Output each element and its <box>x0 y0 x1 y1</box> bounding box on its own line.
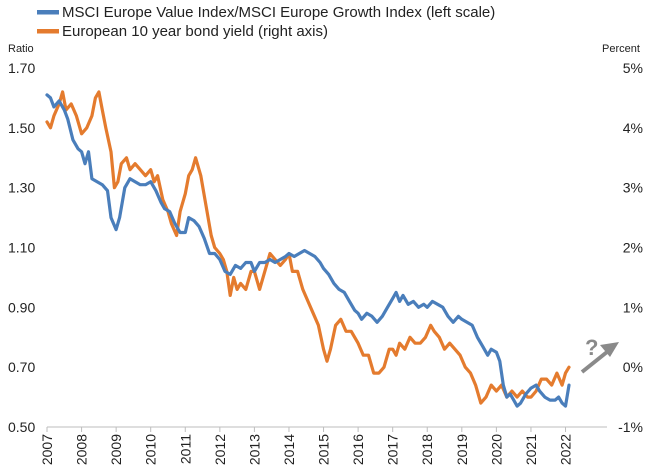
x-tick-label: 2010 <box>143 434 159 465</box>
right-tick-label: -1% <box>618 419 643 435</box>
trend-annotation: ? <box>580 335 619 374</box>
right-axis-unit-label: Percent <box>602 43 640 55</box>
series-line-value-growth <box>45 93 571 408</box>
x-tick-label: 2022 <box>558 434 574 465</box>
x-tick-label: 2019 <box>454 434 470 465</box>
x-tick-label: 2013 <box>246 434 262 465</box>
legend: MSCI Europe Value Index/MSCI Europe Grow… <box>37 4 495 40</box>
legend-item-value-growth: MSCI Europe Value Index/MSCI Europe Grow… <box>37 4 495 21</box>
x-tick-label: 2014 <box>281 434 297 465</box>
x-tick-label: 2021 <box>523 434 539 465</box>
x-tick-label: 2007 <box>39 434 55 465</box>
left-axis-unit-label: Ratio <box>8 43 34 55</box>
left-tick-label: 1.70 <box>8 60 35 76</box>
left-tick-label: 0.70 <box>8 359 35 375</box>
right-tick-label: 3% <box>623 180 643 196</box>
x-tick-label: 2015 <box>316 434 332 465</box>
legend-swatch-value-growth <box>37 10 59 15</box>
right-axis-ticks: -1% 0% 1% 2% 3% 4% 5% <box>618 60 643 435</box>
x-tick-label: 2017 <box>385 434 401 465</box>
right-tick-label: 4% <box>623 120 643 136</box>
right-tick-label: 2% <box>623 240 643 256</box>
legend-swatch-bond-yield <box>37 29 59 34</box>
x-tick-label: 2020 <box>488 434 504 465</box>
right-tick-label: 5% <box>623 60 643 76</box>
x-tick-label: 2016 <box>350 434 366 465</box>
left-tick-label: 1.50 <box>8 120 35 136</box>
x-tick-label: 2012 <box>212 434 228 465</box>
left-axis-ticks: 0.50 0.70 0.90 1.10 1.30 1.50 1.70 <box>8 60 35 435</box>
left-tick-label: 1.30 <box>8 180 35 196</box>
legend-label-bond-yield: European 10 year bond yield (right axis) <box>62 23 328 40</box>
trend-arrow <box>580 350 609 374</box>
series-layer <box>45 90 571 408</box>
x-tick-label: 2011 <box>177 434 193 464</box>
left-tick-label: 0.50 <box>8 419 35 435</box>
left-tick-label: 1.10 <box>8 240 35 256</box>
left-tick-label: 0.90 <box>8 299 35 315</box>
series-line-bond-yield <box>45 90 571 405</box>
right-tick-label: 1% <box>623 299 643 315</box>
legend-item-bond-yield: European 10 year bond yield (right axis) <box>37 23 328 40</box>
legend-label-value-growth: MSCI Europe Value Index/MSCI Europe Grow… <box>62 4 495 21</box>
trend-arrow-head <box>600 342 619 357</box>
x-axis-ticks: 2007 2008 2009 2010 2011 2012 2013 2014 2015 2016… <box>39 427 574 465</box>
question-mark: ? <box>585 335 598 360</box>
right-tick-label: 0% <box>623 359 643 375</box>
x-tick-label: 2018 <box>419 434 435 465</box>
x-tick-label: 2009 <box>108 434 124 465</box>
x-tick-label: 2008 <box>74 434 90 465</box>
